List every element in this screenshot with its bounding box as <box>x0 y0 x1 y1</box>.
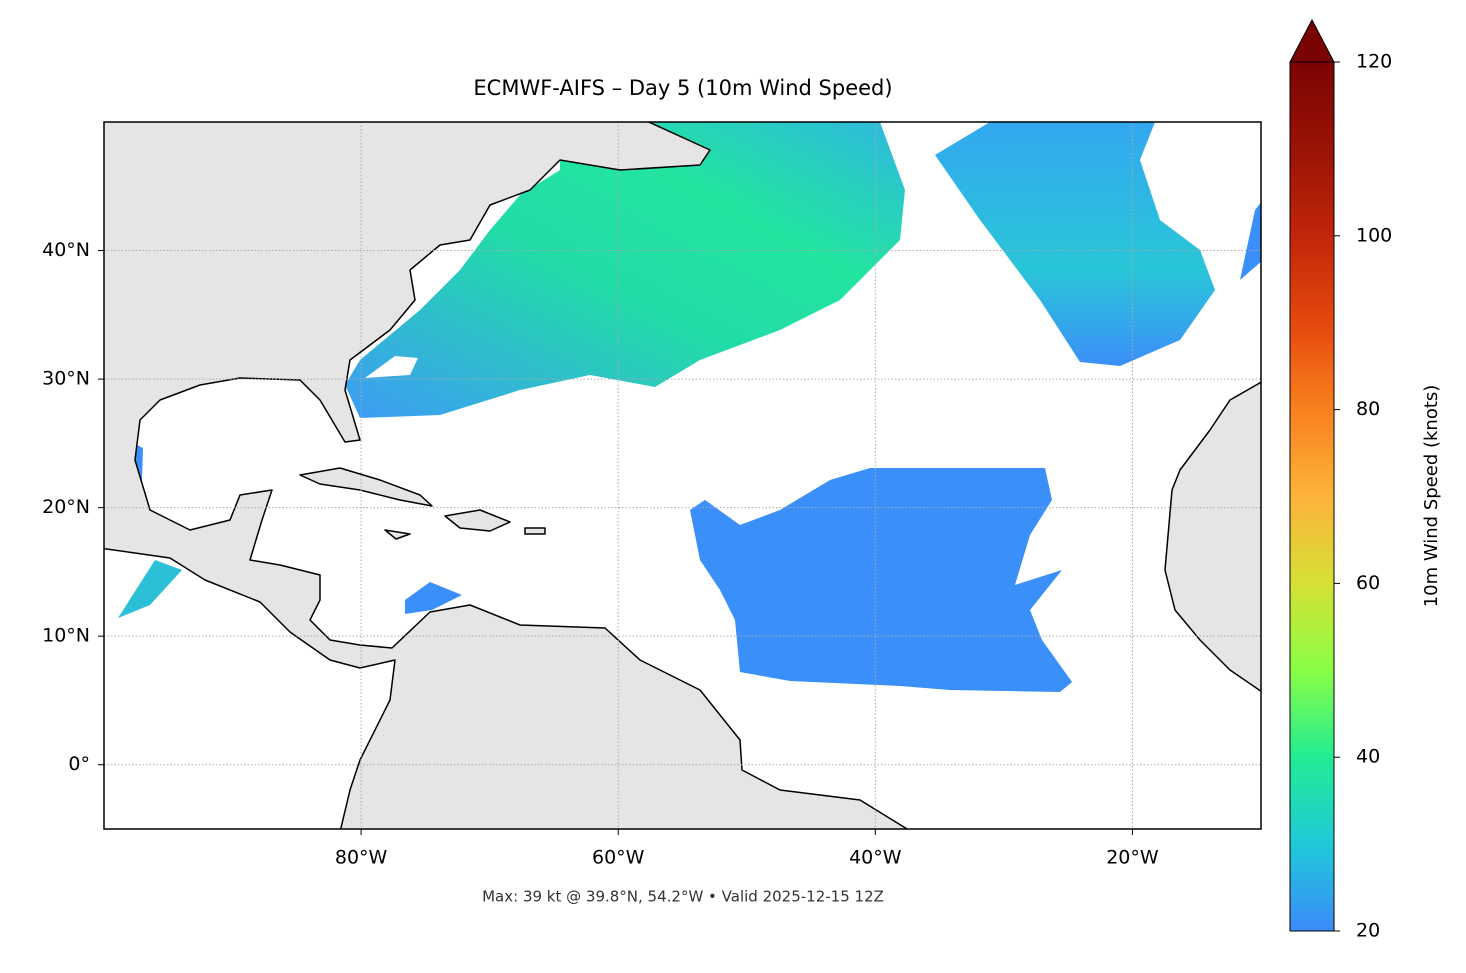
colorbar-tick-label: 120 <box>1356 51 1392 73</box>
island <box>444 509 511 532</box>
x-tick-label: 40°W <box>849 847 902 869</box>
wind-field <box>345 122 905 418</box>
plot-frame <box>103 121 1262 830</box>
colorbar-tick-label: 80 <box>1356 398 1380 420</box>
map-title: ECMWF-AIFS – Day 5 (10m Wind Speed) <box>473 76 892 100</box>
y-tick-label: 10°N <box>42 625 90 647</box>
land <box>1164 381 1261 693</box>
island <box>299 467 433 507</box>
colorbar: 10m Wind Speed (knots) 20 40 60 80 100 120 <box>1289 18 1442 942</box>
x-tick-label: 20°W <box>1106 847 1159 869</box>
y-tick-label: 20°N <box>42 496 90 518</box>
wind-field <box>118 560 182 618</box>
colorbar-ramp <box>1289 61 1335 932</box>
colorbar-tick-label: 100 <box>1356 224 1392 246</box>
colorbar-extend <box>1289 18 1335 63</box>
island <box>384 527 546 540</box>
land <box>104 122 909 829</box>
map-area <box>104 122 1261 829</box>
colorbar-tick-label: 40 <box>1356 746 1380 768</box>
wind-field <box>935 122 1215 366</box>
y-tick-label: 40°N <box>42 239 90 261</box>
x-tick-label: 60°W <box>592 847 645 869</box>
footer-note: Max: 39 kt @ 39.8°N, 54.2°W • Valid 2025… <box>482 888 884 906</box>
colorbar-label: 10m Wind Speed (knots) <box>1421 385 1442 608</box>
colorbar-tick-label: 20 <box>1356 920 1380 942</box>
x-tick-label: 80°W <box>335 847 388 869</box>
wind-field <box>405 582 462 614</box>
grid <box>104 122 1261 829</box>
y-tick-label: 0° <box>68 753 90 775</box>
y-tick-label: 30°N <box>42 368 90 390</box>
colorbar-tick-label: 60 <box>1356 572 1380 594</box>
